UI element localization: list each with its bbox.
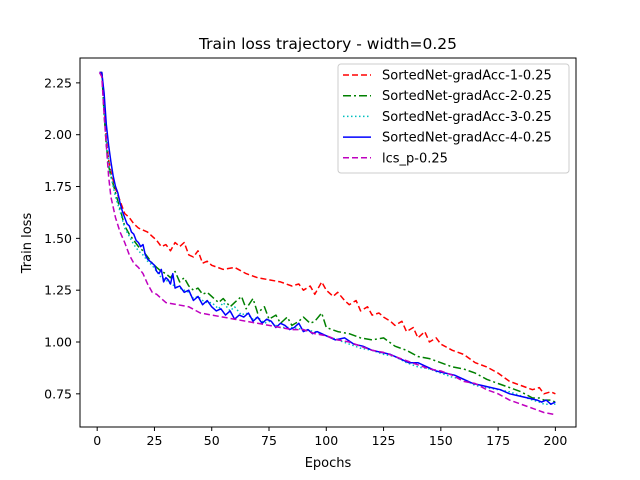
legend: SortedNet-gradAcc-1-0.25 SortedNet-gradAc… [337,63,570,174]
x-tick-label: 0 [93,433,101,448]
legend-box [337,63,570,174]
x-tick-label: 75 [261,433,277,448]
x-axis-label: Epochs [305,456,352,471]
chart-title: Train loss trajectory - width=0.25 [198,35,457,53]
y-tick-label: 1.25 [44,283,72,298]
y-tick-label: 1.50 [44,231,72,246]
y-tick-label: 2.25 [44,75,72,90]
legend-label-1: SortedNet-gradAcc-1-0.25 [382,69,552,84]
x-tick-label: 125 [372,433,396,448]
legend-label-2: SortedNet-gradAcc-2-0.25 [382,89,552,104]
x-tick-label: 100 [314,433,338,448]
series-line-1 [99,71,556,395]
series-layer [98,71,556,416]
legend-label-4: SortedNet-gradAcc-4-0.25 [382,131,552,146]
legend-label-5: lcs_p-0.25 [382,151,448,166]
x-tick-label: 200 [543,433,567,448]
y-tick-label: 0.75 [44,386,72,401]
x-tick-label: 25 [147,433,163,448]
y-tick-label: 1.75 [44,179,72,194]
y-tick-label: 2.00 [44,127,72,142]
series-line-3 [99,71,556,405]
legend-label-3: SortedNet-gradAcc-3-0.25 [382,110,552,125]
series-line-5 [98,72,556,416]
x-tick-label: 50 [204,433,220,448]
y-axis-ticks: 0.75 1.00 1.25 1.50 1.75 2.00 2.25 [44,75,80,401]
plot-area-frame [79,57,577,428]
x-tick-label: 150 [429,433,453,448]
x-axis-ticks: 0 25 50 75 100 125 150 175 200 [93,427,567,448]
y-axis-label: Train loss [20,213,35,275]
y-tick-label: 1.00 [44,335,72,350]
x-tick-label: 175 [486,433,510,448]
